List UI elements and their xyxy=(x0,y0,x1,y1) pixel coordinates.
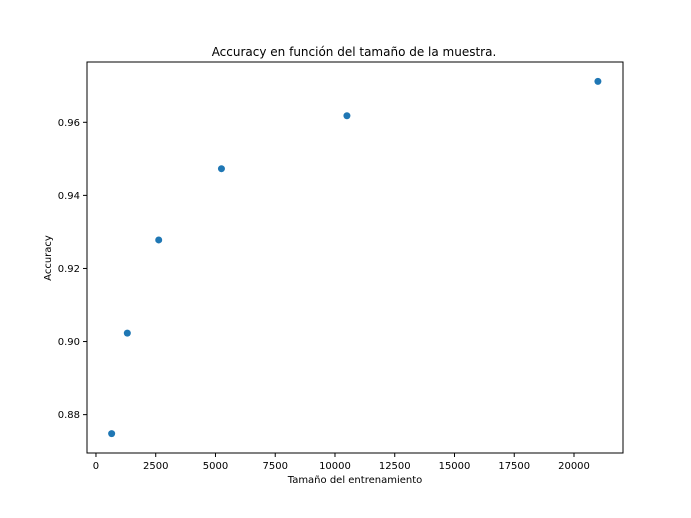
x-tick-label: 10000 xyxy=(319,461,351,472)
x-tick-label: 5000 xyxy=(203,461,228,472)
x-tick-label: 7500 xyxy=(263,461,288,472)
x-tick-label: 20000 xyxy=(558,461,590,472)
x-tick-label: 17500 xyxy=(498,461,530,472)
plot-frame xyxy=(86,61,624,454)
chart-title: Accuracy en función del tamaño de la mue… xyxy=(212,45,497,59)
x-tick-label: 15000 xyxy=(439,461,471,472)
x-tick-label: 0 xyxy=(93,461,99,472)
y-tick-label: 0.94 xyxy=(58,191,80,202)
x-axis-label: Tamaño del entrenamiento xyxy=(287,475,423,486)
data-point xyxy=(123,329,131,337)
data-point xyxy=(343,112,351,120)
data-point xyxy=(594,77,602,85)
y-tick-label: 0.88 xyxy=(58,410,80,421)
x-tick-label: 12500 xyxy=(379,461,411,472)
y-tick-label: 0.92 xyxy=(58,264,80,275)
y-axis-label: Accuracy xyxy=(43,235,54,281)
data-point xyxy=(108,430,116,438)
data-point xyxy=(217,165,225,173)
data-point xyxy=(155,236,163,244)
y-tick-label: 0.90 xyxy=(58,337,80,348)
plot-area: 0 2500 5000 7500 10000 12500 15000 17500 20000 0.… xyxy=(58,77,602,472)
x-tick-label: 2500 xyxy=(143,461,168,472)
y-tick-label: 0.96 xyxy=(58,118,80,129)
